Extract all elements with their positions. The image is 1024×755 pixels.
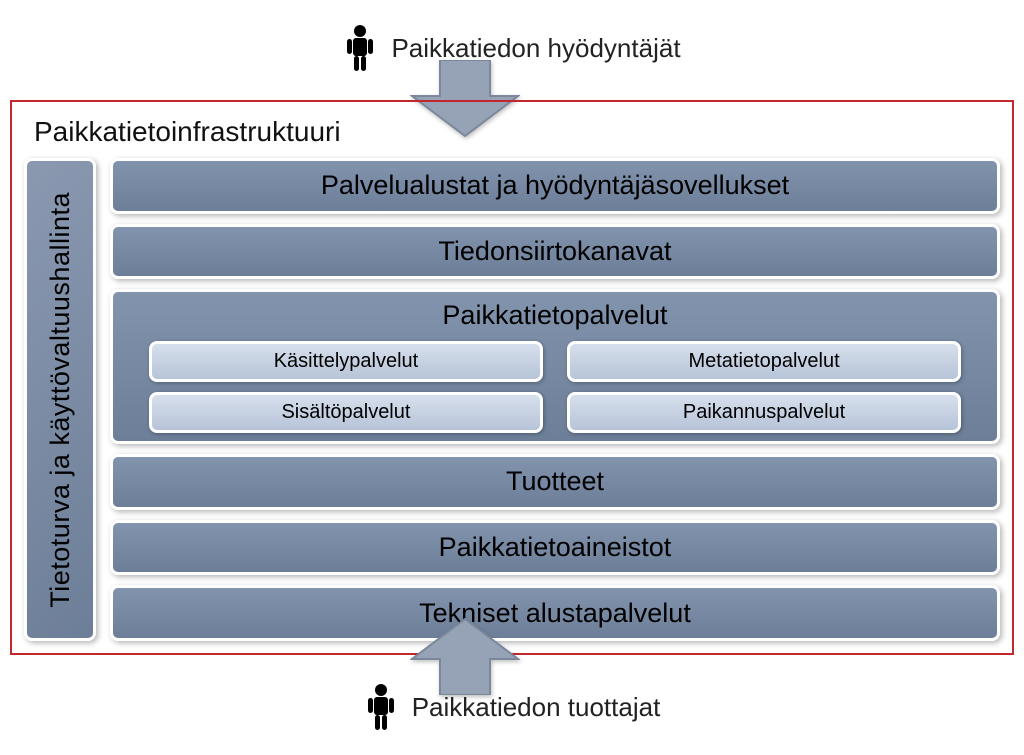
- layer-label: Tuotteet: [506, 466, 604, 497]
- frame-title: Paikkatietoinfrastruktuuri: [30, 116, 345, 148]
- layer-label: Tiedonsiirtokanavat: [438, 236, 671, 267]
- layer-platform-services: Tekniset alustapalvelut: [110, 585, 1000, 641]
- person-icon: [343, 24, 377, 72]
- layer-spatial-services: Paikkatietopalvelut Käsittelypalvelut Me…: [110, 289, 1000, 444]
- sidebar-label: Tietoturva ja käyttövaltuushallinta: [45, 192, 76, 608]
- sub-content-services: Sisältöpalvelut: [149, 392, 543, 433]
- layer-label: Palvelualustat ja hyödyntäjäsovellukset: [321, 170, 789, 201]
- layer-transfer-channels: Tiedonsiirtokanavat: [110, 224, 1000, 280]
- sub-positioning-services: Paikannuspalvelut: [567, 392, 961, 433]
- frame-body: Tietoturva ja käyttövaltuushallinta Palv…: [24, 158, 1000, 641]
- infrastructure-frame: Paikkatietoinfrastruktuuri Tietoturva ja…: [10, 100, 1014, 655]
- top-actor-label: Paikkatiedon hyödyntäjät: [391, 33, 680, 64]
- sub-processing-services: Käsittelypalvelut: [149, 341, 543, 382]
- layer-stack: Palvelualustat ja hyödyntäjäsovellukset …: [110, 158, 1000, 641]
- bottom-actor-row: Paikkatiedon tuottajat: [0, 667, 1024, 747]
- sidebar-security-block: Tietoturva ja käyttövaltuushallinta: [24, 158, 96, 641]
- layer-label: Paikkatietoaineistot: [439, 532, 672, 563]
- bottom-actor-label: Paikkatiedon tuottajat: [412, 692, 661, 723]
- sub-metadata-services: Metatietopalvelut: [567, 341, 961, 382]
- person-icon: [364, 683, 398, 731]
- architecture-diagram: Paikkatiedon hyödyntäjät Paikkatietoinfr…: [0, 0, 1024, 755]
- layer-platforms: Palvelualustat ja hyödyntäjäsovellukset: [110, 158, 1000, 214]
- sub-services-grid: Käsittelypalvelut Metatietopalvelut Sisä…: [149, 341, 961, 433]
- layer-products: Tuotteet: [110, 454, 1000, 510]
- layer-label: Paikkatietopalvelut: [442, 300, 667, 331]
- layer-spatial-datasets: Paikkatietoaineistot: [110, 520, 1000, 576]
